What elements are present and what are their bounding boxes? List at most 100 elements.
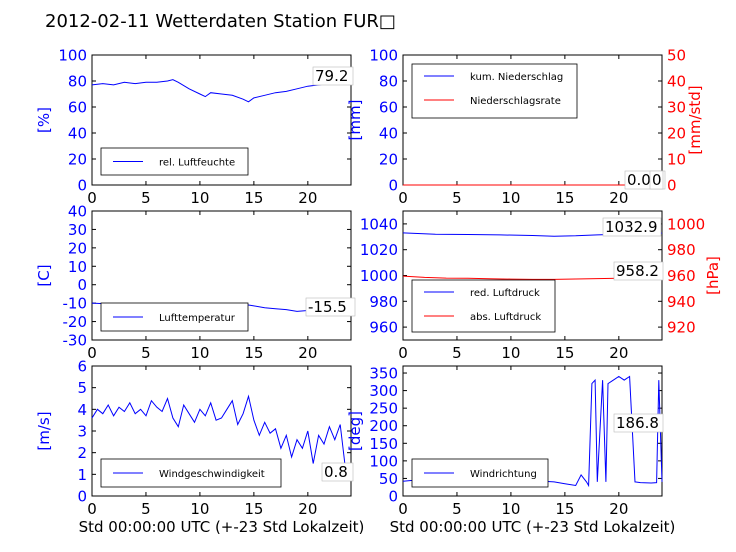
y-tick-label: 3 [77,423,87,441]
y-tick-label: 20 [68,239,87,257]
y-tick-label: 0 [77,488,87,506]
x-tick-label: 15 [244,500,263,518]
y-right-tick-label: 920 [667,319,696,337]
legend-entry: red. Luftdruck [470,288,540,299]
y-right-axis-label: [hPa] [704,256,722,295]
y-tick-label: -20 [63,313,88,331]
legend-entry: abs. Luftdruck [470,312,541,323]
y-tick-label: 60 [68,99,87,117]
x-tick-label: 10 [501,189,520,207]
y-tick-label: 980 [369,293,398,311]
y-right-tick-label: 1000 [667,215,705,233]
y-right-tick-label: 0 [667,177,677,195]
chart-pressure: 0 5 10 15 20 960 980 1000 1020 1040 920 940 960 980 10… [360,210,722,362]
value-label-box [305,297,356,317]
value-label-box [613,413,664,433]
y-tick-label: 80 [68,73,87,91]
chart-precipitation: 0 5 10 15 20 0 20 40 60 80 100 0 10 20 30 40 50 [mm] [mm/s… [346,47,704,208]
y-tick-label: 250 [369,400,398,418]
x-tick-label: 10 [190,344,209,362]
legend-box [411,63,578,119]
value-label-box [649,170,664,190]
y-tick-label: 30 [68,221,87,239]
x-axis-label: Std 00:00:00 UTC (+-23 Std Lokalzeit) [390,518,676,536]
legend-box [100,147,249,176]
y-tick-label: 100 [369,47,398,65]
x-tick-label: 0 [87,344,97,362]
x-tick-label: 10 [501,344,520,362]
x-tick-label: 20 [609,500,628,518]
y-tick-label: 6 [77,358,87,376]
x-tick-label: 20 [609,189,628,207]
value-label: 0 [652,171,662,189]
series-line-1 [91,79,351,103]
y-tick-label: -30 [63,332,88,350]
y-right-tick-label: 980 [667,241,696,259]
value-label: 79.2 [315,67,348,85]
y-tick-label: 10 [68,258,87,276]
value-label: -15.5 [308,298,347,316]
x-tick-label: 5 [452,500,462,518]
legend-entry: Lufttemperatur [159,313,236,324]
legend-entry: Windgeschwindigkeit [159,469,265,480]
legend-entry: Windrichtung [470,469,537,480]
y-tick-label: 1 [77,466,87,484]
y-tick-label: 960 [369,319,398,337]
chart-temperature: 0 5 10 15 20-30-20-10010203040[C]Lufttempera… [35,203,356,362]
value-label-box [602,217,662,237]
x-tick-label: 10 [501,500,520,518]
x-tick-label: 0 [398,500,408,518]
x-tick-label: 20 [298,500,317,518]
x-tick-label: 20 [609,344,628,362]
figure-title-missing-glyph: □ [379,11,396,32]
legend-entry: kum. Niederschlag [470,72,563,83]
y-right-tick-label: 20 [667,125,686,143]
legend-entry: rel. Luftfeuchte [159,158,235,169]
y-tick-label: 150 [369,435,398,453]
y-right-tick-label: 40 [667,73,686,91]
y-right-tick-label: 10 [667,151,686,169]
y-right-tick-label: 960 [667,267,696,285]
y-tick-label: 40 [379,125,398,143]
x-tick-label: 0 [398,344,408,362]
y-tick-label: 60 [379,99,398,117]
y-axis-label: [mm] [346,100,364,141]
x-tick-label: 20 [298,189,317,207]
y-axis-label: [deg] [346,411,364,451]
y-tick-label: 4 [77,401,87,419]
value-label: 1032.9 [605,218,658,236]
x-tick-label: 15 [555,189,574,207]
y-tick-label: 20 [379,151,398,169]
figure-title-text: 2012-02-11 Wetterdaten Station FUR [45,11,379,32]
x-tick-label: 0 [398,189,408,207]
x-tick-label: 15 [244,189,263,207]
y-tick-label: 0 [77,276,87,294]
chart-humidity: 0 5 10 15 20 0 20 40 60 80 100 [%] rel. Luftfeuchte 7… [35,47,354,207]
y-tick-label: 40 [68,203,87,221]
x-tick-label: 0 [87,189,97,207]
y-tick-label: 350 [369,365,398,383]
y-right-axis-label: [mm/std] [686,85,704,154]
value-label: 186.8 [616,414,659,432]
y-tick-label: 0 [388,488,398,506]
legend-box [411,279,556,333]
y-tick-label: 1000 [360,267,398,285]
x-tick-label: 15 [555,344,574,362]
x-tick-label: 5 [141,500,151,518]
series-line-1 [91,394,352,479]
y-tick-label: 300 [369,382,398,400]
y-tick-label: 1020 [360,241,398,259]
legend-entry: Niederschlagsrate [470,96,561,107]
y-axis-label: [%] [35,107,53,133]
value-label-box [613,261,664,281]
y-tick-label: 0 [77,177,87,195]
x-axis-label: Std 00:00:00 UTC (+-23 Std Lokalzeit) [79,518,365,536]
y-tick-label: 100 [58,47,87,65]
y-tick-label: 0 [388,177,398,195]
y-tick-label: 5 [77,379,87,397]
x-tick-label: 5 [141,189,151,207]
x-tick-label: 0 [87,500,97,518]
x-tick-label: 20 [298,344,317,362]
